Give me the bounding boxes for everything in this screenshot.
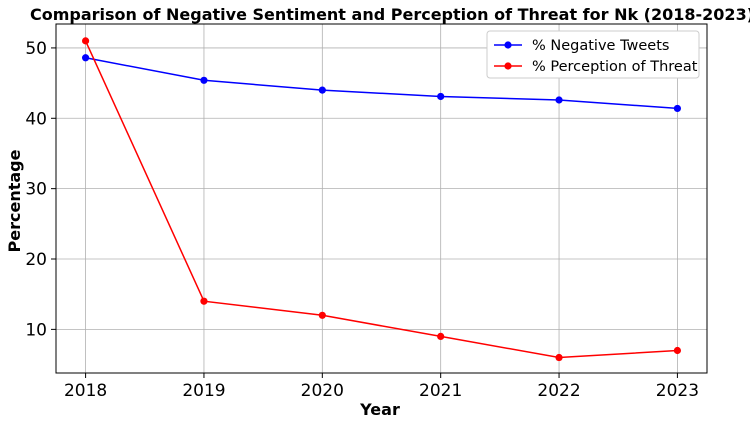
- y-axis-ticks: 10 20 30 40 50: [25, 39, 56, 340]
- legend-label: % Perception of Threat: [532, 59, 698, 75]
- data-point: [555, 353, 563, 362]
- legend-marker: [504, 41, 512, 49]
- data-point: [81, 37, 90, 45]
- y-tick-label: 40: [25, 109, 47, 129]
- chart-title: Comparison of Negative Sentiment and Per…: [30, 5, 750, 24]
- legend: % Negative Tweets % Perception of Threat: [486, 30, 700, 79]
- data-point: [437, 92, 445, 101]
- data-point: [81, 54, 90, 62]
- y-tick-label: 20: [25, 250, 47, 270]
- series-line: [84, 40, 678, 359]
- x-axis-ticks: 2018 2019 2020 2021 2022 2023: [64, 373, 699, 401]
- series-1: [81, 37, 682, 362]
- legend-items: % Negative Tweets % Perception of Threat: [494, 38, 698, 75]
- data-point: [555, 96, 563, 104]
- data-point: [318, 311, 326, 319]
- data-point: [318, 86, 326, 94]
- series-0: [81, 54, 682, 113]
- legend-label: % Negative Tweets: [532, 38, 669, 54]
- data-point: [437, 332, 445, 341]
- grid-lines: [56, 24, 707, 373]
- legend-marker: [504, 62, 512, 70]
- legend-box: [486, 30, 700, 79]
- x-tick-label: 2022: [537, 381, 580, 401]
- data-point: [673, 346, 682, 355]
- data-point: [673, 104, 682, 113]
- plot-frame: [55, 23, 708, 374]
- series-layer: [81, 37, 682, 362]
- y-axis-label: Percentage: [5, 149, 24, 252]
- x-tick-label: 2020: [301, 381, 344, 401]
- y-tick-label: 30: [25, 180, 47, 200]
- data-point: [200, 297, 208, 305]
- y-tick-label: 10: [25, 320, 47, 340]
- series-line: [85, 57, 678, 110]
- x-tick-label: 2019: [182, 381, 225, 401]
- x-tick-label: 2018: [64, 381, 107, 401]
- y-tick-label: 50: [25, 39, 47, 59]
- x-tick-label: 2021: [419, 381, 462, 401]
- data-point: [200, 76, 208, 84]
- x-tick-label: 2023: [656, 381, 699, 401]
- x-axis-label: Year: [359, 400, 400, 419]
